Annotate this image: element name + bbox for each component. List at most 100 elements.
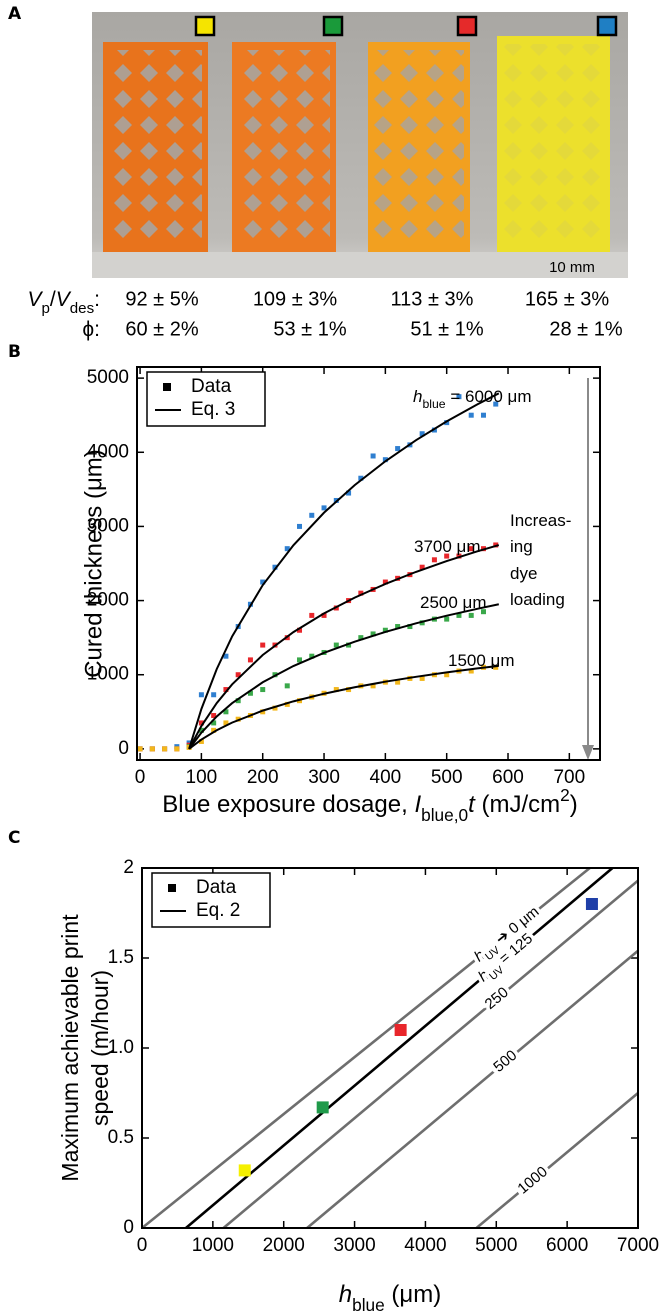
x-axis-label: Blue exposure dosage, Iblue,0t (mJ/cm2) (162, 785, 578, 825)
text-part: p (42, 300, 50, 317)
data-point (480, 609, 486, 615)
annotation: 3700 μm (414, 537, 481, 556)
text-part: 3700 μm (414, 537, 481, 556)
sample-lattice (238, 50, 330, 242)
y-tick-label: 2 (123, 857, 134, 878)
y-tick-label: 0 (118, 738, 129, 759)
y-tick-label: 0 (123, 1217, 134, 1238)
data-point (309, 512, 315, 518)
data-point (407, 624, 413, 630)
text-part: ) (570, 791, 578, 818)
trend-arrowhead (582, 745, 594, 760)
data-point (260, 642, 266, 648)
data-point (223, 709, 229, 715)
annotation: 1500 μm (448, 651, 515, 670)
data-point (444, 672, 450, 678)
data-point (211, 713, 217, 719)
data-point (395, 624, 401, 630)
data-point (585, 898, 598, 910)
data-point (198, 720, 204, 726)
text-part: = 6000 μm (446, 387, 532, 406)
data-point (358, 635, 364, 641)
row-value: 60 ± 2% (125, 318, 198, 340)
fit-line (475, 1092, 638, 1228)
data-point (162, 746, 168, 752)
data-point (468, 668, 474, 674)
fit-line (306, 949, 638, 1228)
text-part: speed (m/hour) (87, 970, 113, 1126)
data-point (235, 698, 241, 704)
data-point (333, 642, 339, 648)
data-point (235, 672, 241, 678)
data-point (419, 564, 425, 570)
row-value: 109 ± 3% (253, 288, 338, 310)
fit-line (188, 392, 500, 750)
data-point (419, 675, 425, 681)
x-tick-label: 4000 (404, 1235, 446, 1256)
x-tick-label: 100 (186, 767, 218, 788)
y-tick-label: 4000 (87, 441, 129, 462)
y-tick-label: 1.0 (108, 1037, 134, 1058)
text-part: Increas- (510, 511, 571, 530)
text-part: 1500 μm (448, 651, 515, 670)
sample-lattice (109, 50, 202, 242)
x-tick-label: 600 (492, 767, 524, 788)
text-part: Maximum achievable print (57, 914, 83, 1182)
data-point (444, 420, 450, 426)
data-point (468, 546, 474, 552)
panel-label: B (8, 342, 21, 362)
data-point (395, 446, 401, 452)
sample-marker (456, 15, 478, 37)
data-point (297, 657, 303, 663)
data-point (370, 631, 376, 637)
text-part: Blue exposure dosage, (162, 791, 414, 818)
text-part: blue,0 (421, 805, 468, 825)
data-point (309, 612, 315, 618)
data-point (260, 709, 266, 715)
data-point (137, 746, 143, 752)
sample-lattice (374, 50, 464, 242)
data-point (321, 505, 327, 511)
text-part: : (94, 288, 100, 311)
row-label: Vp/Vdes: (28, 288, 101, 317)
data-point (297, 627, 303, 633)
x-tick-label: 6000 (546, 1235, 588, 1256)
text-part: blue (352, 1295, 385, 1312)
text-part: dye (510, 564, 537, 583)
annotation: Increas- (510, 511, 571, 530)
text-part: loading (510, 590, 565, 609)
data-point (431, 557, 437, 563)
text-part: (mJ/cm (475, 791, 560, 818)
sample-marker (322, 15, 344, 37)
x-tick-label: 300 (308, 767, 340, 788)
fit-line (188, 603, 500, 750)
data-point (198, 692, 204, 698)
data-point (174, 746, 180, 752)
annotation: dye (510, 564, 537, 583)
text-part: h (339, 1281, 352, 1308)
y-tick-label: 0.5 (108, 1127, 134, 1148)
data-point (211, 692, 217, 698)
text-part: ing (510, 537, 533, 556)
data-point (198, 738, 204, 744)
x-tick-label: 500 (431, 767, 463, 788)
y-tick-label: 3000 (87, 515, 129, 536)
y-tick-label: 1000 (87, 664, 129, 685)
x-tick-label: 700 (553, 767, 585, 788)
data-point (211, 720, 217, 726)
scale-bar-label: 10 mm (549, 259, 595, 276)
legend-label: Data (196, 877, 237, 898)
data-point (333, 687, 339, 693)
text-part: blue (422, 397, 445, 411)
text-part: h (413, 387, 422, 406)
text-part: 1000 (514, 1163, 551, 1197)
data-point (395, 679, 401, 685)
text-part: I (414, 791, 421, 818)
x-tick-label: 400 (370, 767, 402, 788)
plot-frame (141, 867, 639, 1229)
data-point (346, 490, 352, 496)
panel-label: A (8, 4, 22, 24)
data-point (284, 701, 290, 707)
data-point (394, 1024, 407, 1036)
